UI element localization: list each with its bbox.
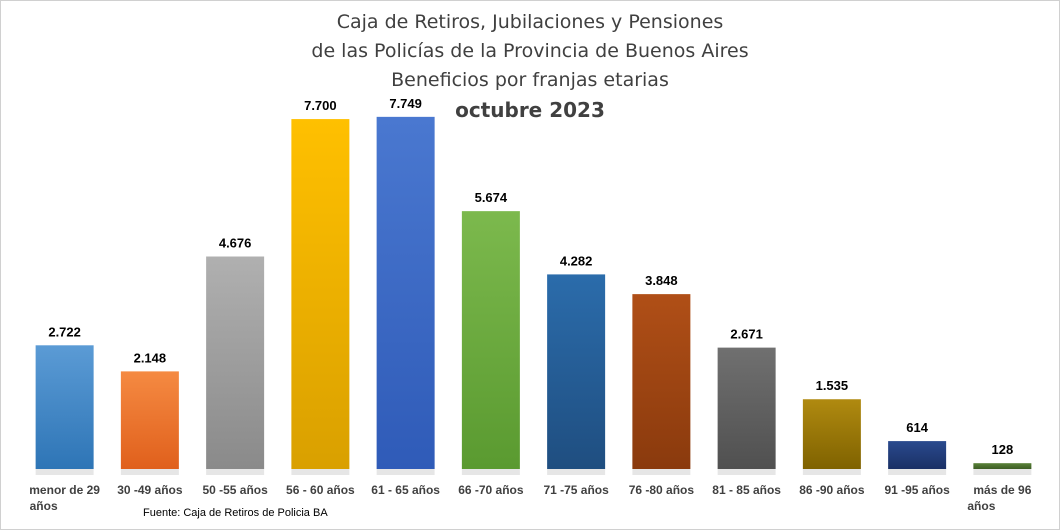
- category-label-0: menor de 29: [29, 483, 100, 497]
- category-label-9: 86 -90 años: [799, 483, 865, 497]
- value-label-8: 2.671: [730, 327, 763, 342]
- value-label-4: 7.749: [389, 96, 422, 111]
- bar-11: [973, 463, 1032, 469]
- bar-9: [802, 399, 861, 469]
- bar-shadow: [717, 469, 776, 475]
- bar-6: [547, 274, 606, 469]
- bar-shadow: [461, 469, 520, 475]
- category-label-8: 81 - 85 años: [712, 483, 781, 497]
- bar-shadow: [888, 469, 947, 475]
- category-label-6: 71 -75 años: [543, 483, 609, 497]
- bar-1: [120, 371, 179, 469]
- bar-shadow: [120, 469, 179, 475]
- category-label-7: 76 -80 años: [629, 483, 695, 497]
- bar-shadow: [547, 469, 606, 475]
- value-label-2: 4.676: [219, 236, 252, 251]
- value-label-10: 614: [906, 420, 928, 435]
- category-label-11-line-1: años: [967, 499, 995, 513]
- bar-shadow: [291, 469, 350, 475]
- category-label-3: 56 - 60 años: [286, 483, 355, 497]
- bar-shadow: [35, 469, 94, 475]
- bar-shadow: [973, 469, 1032, 475]
- category-label-4: 61 - 65 años: [371, 483, 440, 497]
- bar-5: [461, 211, 520, 469]
- value-label-1: 2.148: [134, 350, 167, 365]
- bar-7: [632, 294, 691, 469]
- chart-subtitle: octubre 2023: [455, 98, 605, 122]
- bar-4: [376, 116, 435, 469]
- source-note: Fuente: Caja de Retiros de Policia BA: [143, 507, 328, 519]
- value-label-3: 7.700: [304, 98, 337, 113]
- bar-8: [717, 347, 776, 469]
- category-label-2: 50 -55 años: [202, 483, 268, 497]
- bar-3: [291, 119, 350, 470]
- bar-0: [35, 345, 94, 469]
- category-label-5: 66 -70 años: [458, 483, 524, 497]
- chart-title-line-2: de las Policías de la Provincia de Bueno…: [311, 40, 749, 62]
- category-label-10: 91 -95 años: [884, 483, 950, 497]
- category-label-11: más de 96: [973, 483, 1031, 497]
- bar-shadow: [206, 469, 265, 475]
- bar-shadow: [632, 469, 691, 475]
- value-label-7: 3.848: [645, 273, 678, 288]
- bar-shadow: [802, 469, 861, 475]
- value-label-9: 1.535: [816, 378, 849, 393]
- category-label-1: 30 -49 años: [117, 483, 183, 497]
- bar-2: [206, 256, 265, 469]
- chart-title-line-1: Caja de Retiros, Jubilaciones y Pensione…: [336, 11, 724, 33]
- value-label-6: 4.282: [560, 253, 593, 268]
- value-label-0: 2.722: [48, 324, 81, 339]
- bar-shadow: [376, 469, 435, 475]
- value-label-11: 128: [992, 442, 1014, 457]
- chart-title-line-3: Beneficios por franjas etarias: [391, 69, 669, 91]
- value-label-5: 5.674: [475, 190, 508, 205]
- bar-10: [888, 441, 947, 469]
- category-label-0-line-1: años: [30, 499, 58, 513]
